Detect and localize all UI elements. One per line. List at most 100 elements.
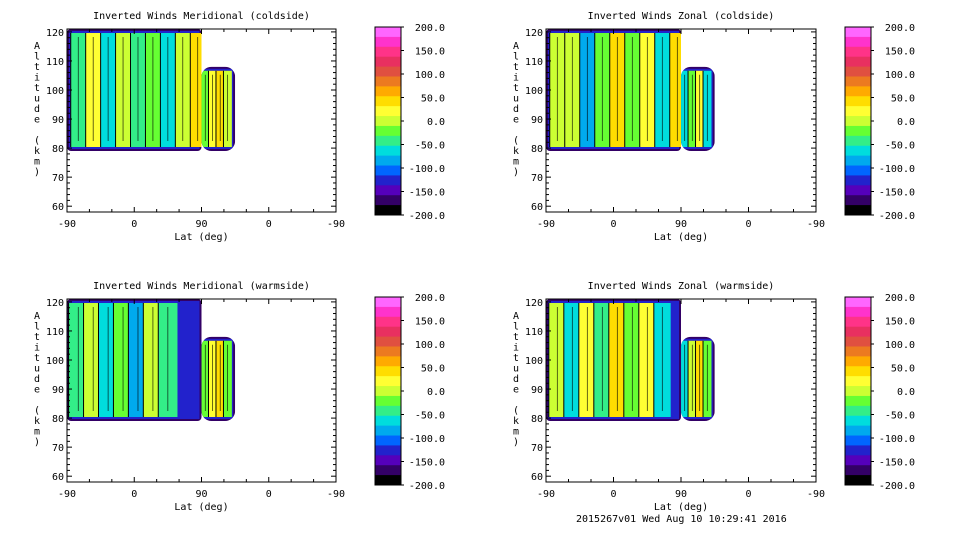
y-tick-label: 100 — [525, 86, 543, 97]
colorbar-swatch — [845, 27, 871, 38]
y-tick-label: 60 — [52, 202, 64, 213]
y-axis-label-char: A — [34, 41, 40, 52]
colorbar-swatch — [845, 356, 871, 367]
colorbar-swatch — [845, 316, 871, 328]
data-region — [546, 299, 681, 421]
chart-panel: Inverted Winds Meridional (coldside) -90 0… — [34, 11, 445, 243]
y-tick-label: 70 — [52, 173, 64, 184]
colorbar-swatch — [375, 415, 401, 427]
colorbar-tick-label: 200.0 — [885, 293, 915, 304]
y-axis-label-char: d — [34, 374, 40, 385]
colorbar-tick-label: -150.0 — [409, 188, 445, 199]
chart-title: Inverted Winds Meridional (coldside) — [93, 11, 310, 22]
colorbar-swatch — [845, 175, 871, 186]
y-tick-label: 60 — [531, 202, 543, 213]
colorbar-swatch — [845, 425, 871, 437]
data-region — [681, 66, 715, 151]
colorbar-tick-label: 100.0 — [885, 70, 915, 81]
x-tick-label: -90 — [807, 489, 825, 500]
y-tick-label: 70 — [52, 443, 64, 454]
y-axis-label-char: u — [513, 364, 519, 375]
colorbar-tick-label: 150.0 — [885, 47, 915, 58]
y-tick-label: 70 — [531, 443, 543, 454]
y-axis-label-char: ( — [34, 406, 40, 417]
y-axis-label-char: ( — [513, 136, 519, 147]
x-tick-label: -90 — [537, 219, 555, 230]
y-axis-label-char: u — [34, 94, 40, 105]
y-axis-label-char: t — [513, 332, 519, 343]
colorbar-swatch — [845, 125, 871, 137]
colorbar-swatch — [845, 435, 871, 446]
chart-panel: Inverted Winds Meridional (warmside) -90 0… — [34, 281, 445, 513]
colorbar-swatch — [375, 36, 401, 48]
x-axis-label: Lat (deg) — [174, 232, 228, 243]
colorbar-swatch — [375, 165, 401, 176]
y-tick-label: 60 — [531, 472, 543, 483]
colorbar-swatch — [375, 135, 401, 147]
y-axis-label-char: t — [513, 83, 519, 94]
y-axis-label-char: t — [34, 353, 40, 364]
y-tick-label: 80 — [52, 414, 64, 425]
footer-timestamp: 2015267v01 Wed Aug 10 10:29:41 2016 — [576, 514, 787, 525]
colorbar-swatch — [375, 205, 401, 216]
colorbar-swatch — [845, 155, 871, 167]
y-axis-label-char: k — [513, 146, 519, 157]
colorbar-swatch — [845, 195, 871, 206]
colorbar-swatch — [375, 76, 401, 87]
y-tick-label: 100 — [46, 86, 64, 97]
y-axis-label-char: k — [34, 146, 40, 157]
colorbar-swatch — [845, 297, 871, 308]
colorbar-swatch — [845, 395, 871, 407]
x-tick-label: 0 — [745, 219, 751, 230]
data-region — [67, 299, 202, 421]
x-tick-label: 0 — [610, 219, 616, 230]
colorbar-tick-label: -200.0 — [879, 481, 915, 492]
colorbar-swatch — [845, 405, 871, 417]
y-axis-label-char: u — [513, 94, 519, 105]
x-tick-label: -90 — [58, 489, 76, 500]
y-axis-label-char: e — [34, 115, 40, 126]
x-axis-label: Lat (deg) — [654, 502, 708, 513]
colorbar-swatch — [375, 455, 401, 466]
colorbar-swatch — [375, 366, 401, 377]
colorbar-swatch — [845, 86, 871, 97]
colorbar-swatch — [845, 366, 871, 377]
y-tick-label: 120 — [525, 298, 543, 309]
chart-title: Inverted Winds Meridional (warmside) — [93, 281, 310, 292]
y-axis-label-char: A — [513, 311, 519, 322]
colorbar-tick-label: 150.0 — [415, 47, 445, 58]
chart-panel: Inverted Winds Zonal (coldside) -90 0 90 0 -9… — [513, 11, 915, 243]
colorbar-tick-label: -50.0 — [415, 411, 445, 422]
colorbar-swatch — [845, 386, 871, 397]
colorbar-tick-label: -150.0 — [879, 188, 915, 199]
y-tick-label: 100 — [525, 356, 543, 367]
x-tick-label: -90 — [537, 489, 555, 500]
x-axis-label: Lat (deg) — [654, 232, 708, 243]
y-axis-label-char: A — [34, 311, 40, 322]
colorbar-tick-label: 150.0 — [885, 317, 915, 328]
colorbar-swatch — [845, 96, 871, 107]
colorbar-swatch — [375, 116, 401, 127]
y-tick-label: 80 — [531, 144, 543, 155]
colorbar-tick-label: 50.0 — [891, 364, 915, 375]
x-tick-label: 0 — [610, 489, 616, 500]
colorbar-swatch — [375, 386, 401, 397]
data-region — [546, 29, 681, 151]
x-tick-label: 0 — [266, 219, 272, 230]
y-axis-label-char: A — [513, 41, 519, 52]
y-axis-label-char: l — [513, 52, 519, 63]
colorbar-swatch — [375, 185, 401, 196]
colorbar-swatch — [375, 27, 401, 38]
x-tick-label: 0 — [131, 219, 137, 230]
y-axis-label-char: l — [34, 52, 40, 63]
y-axis-label-char: ) — [513, 437, 519, 448]
y-tick-label: 90 — [52, 115, 64, 126]
colorbar-swatch — [845, 106, 871, 117]
y-axis-label-char: d — [513, 374, 519, 385]
colorbar-tick-label: 100.0 — [885, 340, 915, 351]
y-axis-label-char: ) — [34, 167, 40, 178]
colorbar-swatch — [845, 185, 871, 196]
y-tick-label: 110 — [525, 57, 543, 68]
colorbar-swatch — [845, 135, 871, 147]
y-axis-label-char: e — [34, 385, 40, 396]
